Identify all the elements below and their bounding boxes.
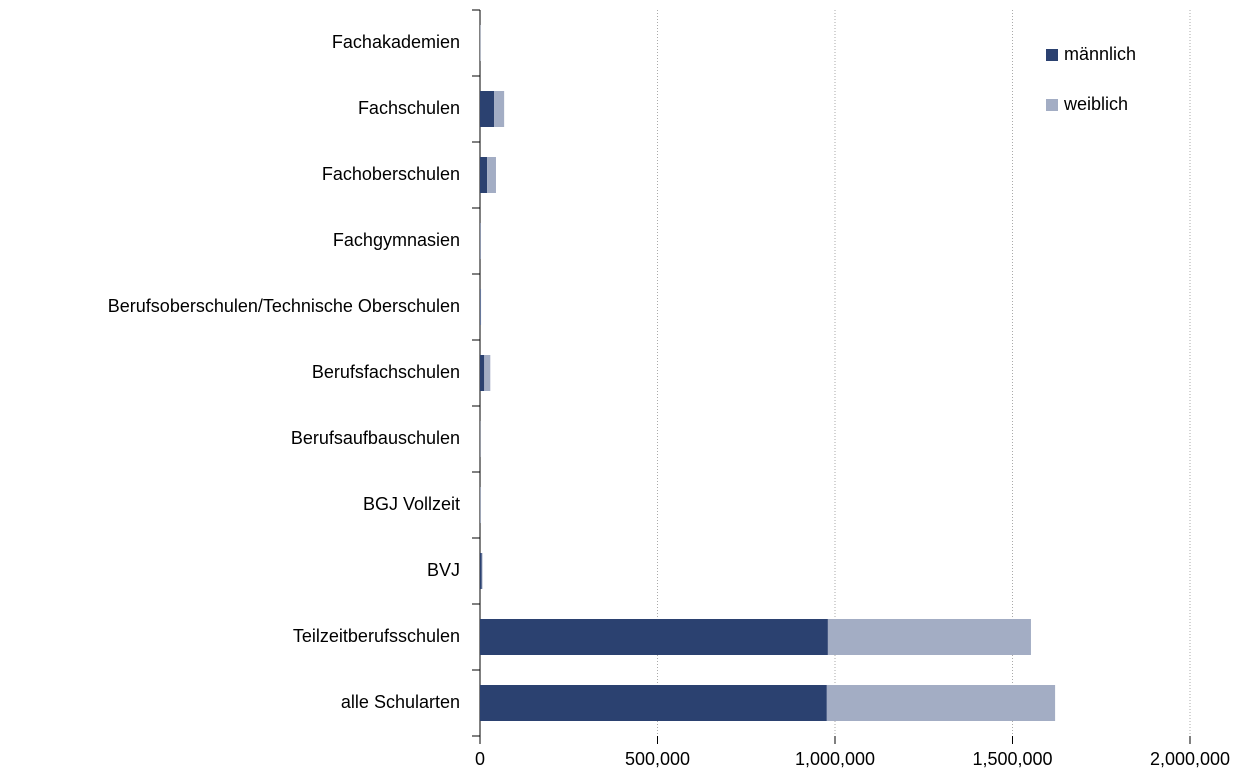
bar bbox=[480, 289, 481, 325]
bar bbox=[480, 91, 495, 127]
bar bbox=[480, 619, 828, 655]
y-tick-label: Fachoberschulen bbox=[322, 164, 460, 184]
bar bbox=[481, 553, 483, 589]
y-tick-label: Fachschulen bbox=[358, 98, 460, 118]
y-tick-label: BVJ bbox=[427, 560, 460, 580]
y-tick-label: Fachgymnasien bbox=[333, 230, 460, 250]
legend-swatch bbox=[1046, 99, 1058, 111]
x-tick-label: 0 bbox=[475, 749, 485, 769]
bar bbox=[480, 553, 482, 589]
bar bbox=[480, 157, 488, 193]
y-tick-label: Teilzeitberufsschulen bbox=[293, 626, 460, 646]
y-tick-label: BGJ Vollzeit bbox=[363, 494, 460, 514]
bar bbox=[826, 685, 1056, 721]
y-tick-label: Fachakademien bbox=[332, 32, 460, 52]
bar bbox=[484, 355, 491, 391]
bar bbox=[494, 91, 505, 127]
bar bbox=[827, 619, 1031, 655]
legend-swatch bbox=[1046, 49, 1058, 61]
x-tick-label: 500,000 bbox=[625, 749, 690, 769]
bar bbox=[487, 157, 496, 193]
y-tick-label: alle Schularten bbox=[341, 692, 460, 712]
y-tick-label: Berufsfachschulen bbox=[312, 362, 460, 382]
y-tick-label: Berufsaufbauschulen bbox=[291, 428, 460, 448]
bar bbox=[480, 685, 827, 721]
y-tick-label: Berufsoberschulen/Technische Oberschulen bbox=[108, 296, 460, 316]
legend-label: männlich bbox=[1064, 44, 1136, 64]
x-tick-label: 1,500,000 bbox=[972, 749, 1052, 769]
legend-box bbox=[1030, 28, 1180, 133]
x-tick-label: 2,000,000 bbox=[1150, 749, 1230, 769]
x-tick-label: 1,000,000 bbox=[795, 749, 875, 769]
bar bbox=[480, 355, 485, 391]
legend-label: weiblich bbox=[1063, 94, 1128, 114]
